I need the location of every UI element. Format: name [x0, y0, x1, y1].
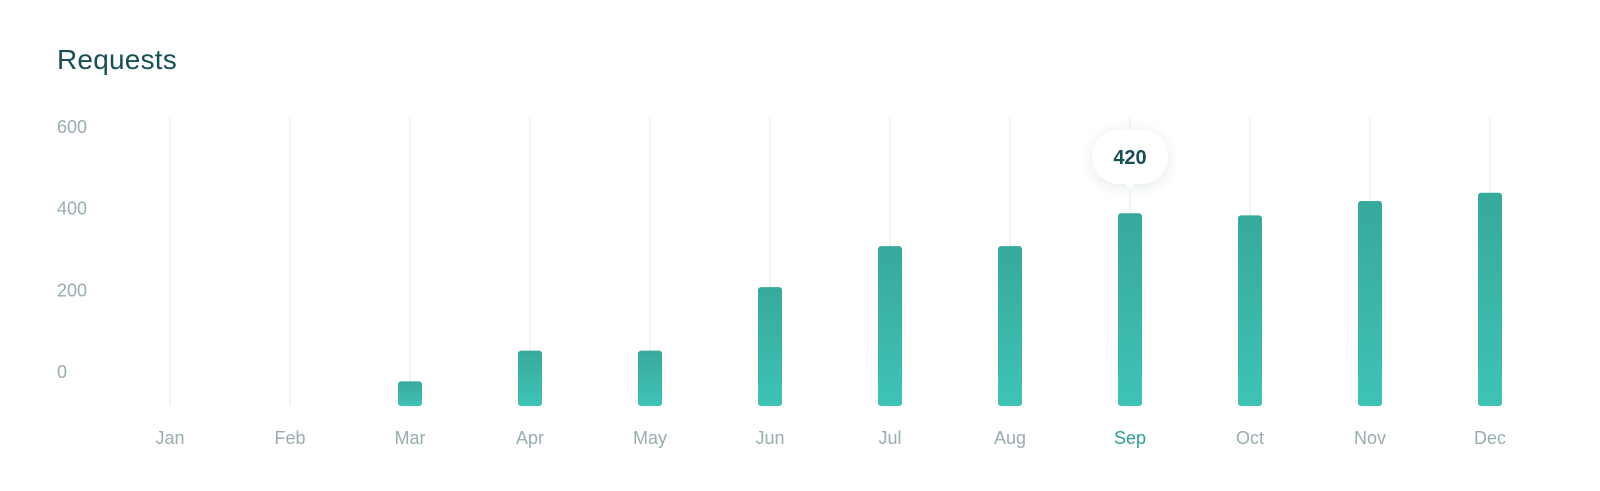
bar-dec[interactable]	[1478, 192, 1502, 406]
x-tick-label: Mar	[395, 428, 426, 448]
x-axis-ticks: Jan Feb Mar Apr May Jun Jul Aug Sep Oct Nov Dec	[155, 428, 1506, 448]
chart-title: Requests	[57, 44, 177, 75]
bar-jul[interactable]	[878, 246, 902, 406]
bar-may[interactable]	[638, 350, 662, 406]
tooltip-pointer	[1124, 183, 1136, 189]
y-tick-label: 600	[57, 117, 87, 137]
bars	[398, 192, 1502, 406]
x-tick-label: Feb	[274, 428, 305, 448]
y-tick-label: 400	[57, 199, 87, 219]
bar-aug[interactable]	[998, 246, 1022, 406]
bar-jun[interactable]	[758, 287, 782, 406]
y-axis-ticks: 600 400 200 0	[57, 117, 87, 382]
x-tick-label: Nov	[1354, 428, 1386, 448]
x-tick-label: Jul	[878, 428, 901, 448]
tooltip: 420	[1092, 130, 1168, 214]
tooltip-bubble	[1092, 130, 1168, 184]
bar-oct[interactable]	[1238, 215, 1262, 406]
x-tick-label: May	[633, 428, 667, 448]
x-tick-label: Sep	[1114, 428, 1146, 448]
gridlines	[169, 117, 1491, 406]
x-tick-label: Apr	[516, 428, 544, 448]
x-tick-label: Jun	[755, 428, 784, 448]
y-tick-label: 200	[57, 280, 87, 300]
y-tick-label: 0	[57, 362, 67, 382]
bar-nov[interactable]	[1358, 201, 1382, 406]
x-tick-label: Aug	[994, 428, 1026, 448]
bar-mar[interactable]	[398, 381, 422, 406]
x-tick-label: Dec	[1474, 428, 1506, 448]
tooltip-value: 420	[1113, 147, 1146, 169]
x-tick-label: Jan	[155, 428, 184, 448]
x-tick-label: Oct	[1236, 428, 1264, 448]
bar-apr[interactable]	[518, 350, 542, 406]
bar-sep[interactable]	[1118, 213, 1142, 406]
